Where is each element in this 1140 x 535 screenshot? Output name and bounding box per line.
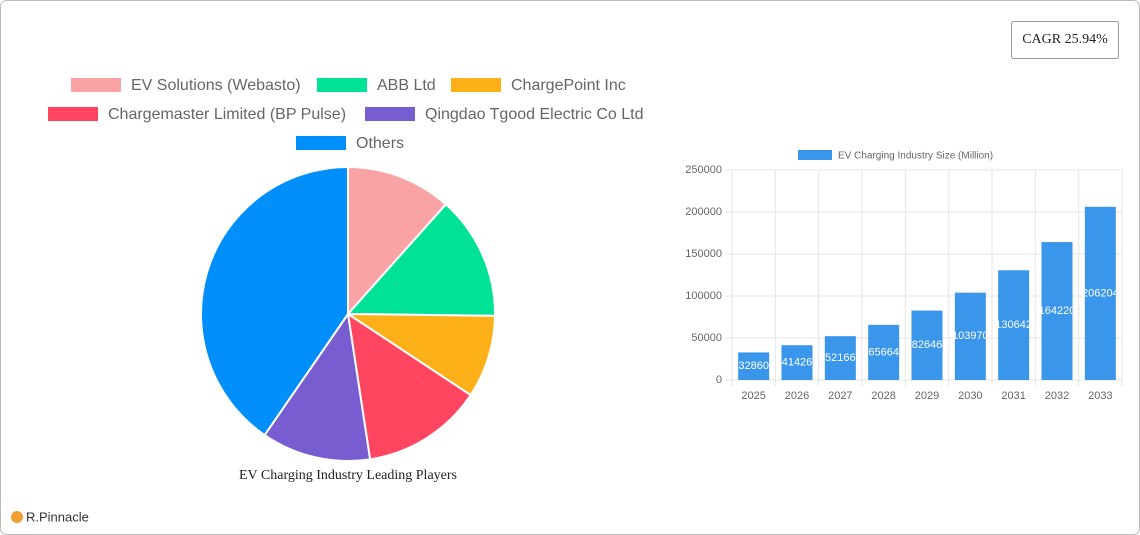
legend-label: Qingdao Tgood Electric Co Ltd bbox=[425, 106, 644, 123]
x-tick-label: 2029 bbox=[915, 390, 939, 402]
bar bbox=[1041, 242, 1073, 380]
legend-label: Others bbox=[356, 135, 404, 152]
y-tick-label: 200000 bbox=[685, 206, 722, 218]
bar-value-label: 32860 bbox=[738, 360, 769, 372]
bar bbox=[911, 310, 943, 380]
bar bbox=[1084, 206, 1116, 380]
pie-slice bbox=[346, 311, 472, 461]
legend-label: EV Solutions (Webasto) bbox=[131, 77, 301, 94]
legend-swatch bbox=[317, 78, 367, 92]
bar-value-label: 164220 bbox=[1039, 305, 1076, 317]
pie-slice bbox=[200, 165, 349, 437]
cagr-text: CAGR 25.94% bbox=[1022, 32, 1108, 47]
legend-swatch bbox=[451, 78, 501, 92]
legend-swatch bbox=[798, 150, 832, 160]
legend-swatch bbox=[365, 107, 415, 121]
cagr-box bbox=[1011, 21, 1119, 59]
bar-value-label: 103970 bbox=[952, 330, 989, 342]
legend-label: Chargemaster Limited (BP Pulse) bbox=[108, 106, 346, 123]
pie-slice bbox=[263, 311, 372, 462]
y-tick-label: 100000 bbox=[685, 290, 722, 302]
bar bbox=[738, 352, 770, 380]
x-tick-label: 2030 bbox=[958, 390, 982, 402]
x-tick-label: 2032 bbox=[1045, 390, 1069, 402]
pie-slice bbox=[345, 202, 496, 317]
bar bbox=[781, 345, 813, 380]
pie-slice bbox=[344, 312, 497, 397]
legend-label: ABB Ltd bbox=[377, 77, 436, 94]
y-tick-label: 150000 bbox=[685, 248, 722, 260]
y-tick-label: 50000 bbox=[691, 332, 722, 344]
bar-value-label: 206204 bbox=[1082, 287, 1119, 299]
x-tick-label: 2031 bbox=[1001, 390, 1025, 402]
bar bbox=[954, 292, 986, 380]
bar-value-label: 41426 bbox=[782, 357, 813, 369]
bar-value-label: 130642 bbox=[995, 319, 1032, 331]
x-tick-label: 2027 bbox=[828, 390, 852, 402]
legend-label: EV Charging Industry Size (Million) bbox=[838, 151, 993, 162]
brand: R.Pinnacle bbox=[26, 509, 89, 524]
pie-title: EV Charging Industry Leading Players bbox=[239, 468, 457, 483]
x-tick-label: 2026 bbox=[785, 390, 809, 402]
legend-swatch bbox=[48, 107, 98, 121]
bar-value-label: 65664 bbox=[868, 346, 899, 358]
pie-slice bbox=[347, 165, 448, 317]
bar bbox=[998, 270, 1030, 380]
legend-swatch bbox=[296, 136, 346, 150]
legend-swatch bbox=[71, 78, 121, 92]
bar-value-label: 82646 bbox=[912, 339, 943, 351]
x-tick-label: 2033 bbox=[1088, 390, 1112, 402]
brand-icon bbox=[11, 511, 23, 523]
y-tick-label: 0 bbox=[716, 374, 722, 386]
y-tick-label: 250000 bbox=[685, 164, 722, 176]
legend-label: ChargePoint Inc bbox=[511, 77, 626, 94]
x-tick-label: 2028 bbox=[871, 390, 895, 402]
x-tick-label: 2025 bbox=[741, 390, 765, 402]
bar-value-label: 52166 bbox=[825, 352, 856, 364]
bar bbox=[868, 324, 900, 380]
bar bbox=[824, 336, 856, 380]
